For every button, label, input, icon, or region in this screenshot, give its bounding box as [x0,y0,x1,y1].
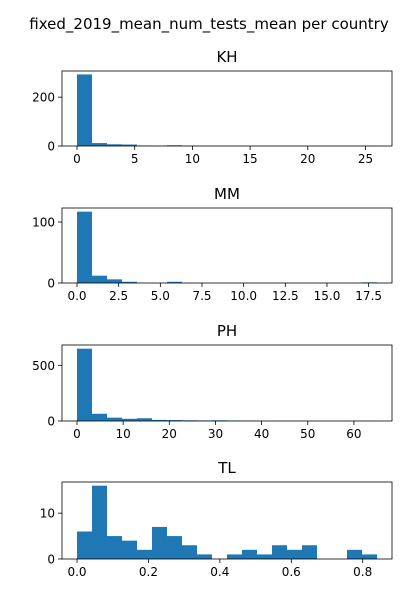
x-tick-label: 10.0 [230,289,257,303]
x-tick-label: 0.2 [139,565,158,579]
x-tick-label: 12.5 [272,289,299,303]
x-tick-label: 0.0 [67,565,86,579]
histogram-bar [77,531,92,559]
histogram-bar [92,275,107,283]
histogram-bar [182,545,197,559]
histogram-bar [287,549,302,559]
histogram-bar [167,281,182,283]
histogram-bar [272,545,287,559]
x-tick-label: 0.4 [210,565,229,579]
histogram-bar [92,485,107,559]
x-tick-label: 0 [73,152,81,166]
histogram-bar [122,281,137,283]
x-tick-label: 25 [358,152,373,166]
histogram-bar [107,144,122,146]
x-tick-label: 5.0 [151,289,170,303]
histogram-bar [152,526,167,559]
x-tick-label: 17.5 [355,289,382,303]
x-tick-label: 10 [116,427,131,441]
histogram-panel-tl: TL 0.0 0.2 0.4 0.6 0.8 0 10 [40,459,393,579]
x-tick-label: 0.8 [353,565,372,579]
histogram-bar [92,413,107,421]
x-tick-label: 0.0 [67,289,86,303]
y-tick-label: 0 [47,140,55,154]
y-tick-label: 0 [47,415,55,429]
histogram-bar [167,536,182,559]
plot-frame [61,481,393,560]
x-tick-label: 0.6 [282,565,301,579]
histogram-bar [167,420,182,421]
x-tick-label: 50 [300,427,315,441]
x-tick-label: 60 [346,427,361,441]
histogram-bar [77,211,92,283]
histogram-panel-mm: MM 0.0 2.5 5.0 7.5 10.0 12.5 15.0 17.5 0 100 [32,185,393,303]
histogram-bar [152,419,167,421]
histogram-bar [362,554,377,559]
y-tick-label: 500 [32,359,55,373]
histogram-bar [227,554,242,559]
x-tick-label: 30 [208,427,223,441]
histogram-bar [302,545,317,559]
histogram-bar [77,348,92,421]
histogram-bar [107,417,122,421]
histogram-bar [122,418,137,421]
x-tick-label: 5 [131,152,139,166]
histogram-bar [92,143,107,146]
x-tick-label: 20 [300,152,315,166]
y-tick-label: 0 [47,277,55,291]
histogram-bar [122,540,137,559]
histogram-panel-kh: KH 0 5 10 15 20 25 0 200 [32,48,393,166]
histogram-bar [257,554,272,559]
histogram-bar [122,144,137,146]
x-tick-label: 0 [73,427,81,441]
plot-frame [61,70,393,147]
histogram-panel-ph: PH 0 10 20 30 40 50 60 0 500 [32,322,393,441]
x-tick-label: 2.5 [109,289,128,303]
y-tick-label: 0 [47,553,55,567]
histogram-bar [347,549,362,559]
x-tick-label: 15.0 [314,289,341,303]
panel-title: MM [214,185,240,203]
panel-title: TL [217,459,236,477]
plot-frame [61,207,393,284]
histogram-bar [107,536,122,559]
histogram-bar [77,74,92,146]
figure-title: fixed_2019_mean_num_tests_mean per count… [29,15,389,34]
histogram-bar [197,554,212,559]
histogram-bar [137,549,152,559]
panel-title: PH [217,322,237,340]
panel-title: KH [216,48,237,66]
y-tick-label: 200 [32,91,55,105]
x-tick-label: 10 [185,152,200,166]
histogram-bar [242,549,257,559]
x-tick-label: 40 [254,427,269,441]
histogram-bar [137,418,152,421]
x-tick-label: 15 [242,152,257,166]
histogram-bar [107,279,122,283]
x-tick-label: 20 [162,427,177,441]
plot-frame [61,344,393,422]
x-tick-label: 7.5 [192,289,211,303]
y-tick-label: 100 [32,216,55,230]
y-tick-label: 10 [40,507,55,521]
